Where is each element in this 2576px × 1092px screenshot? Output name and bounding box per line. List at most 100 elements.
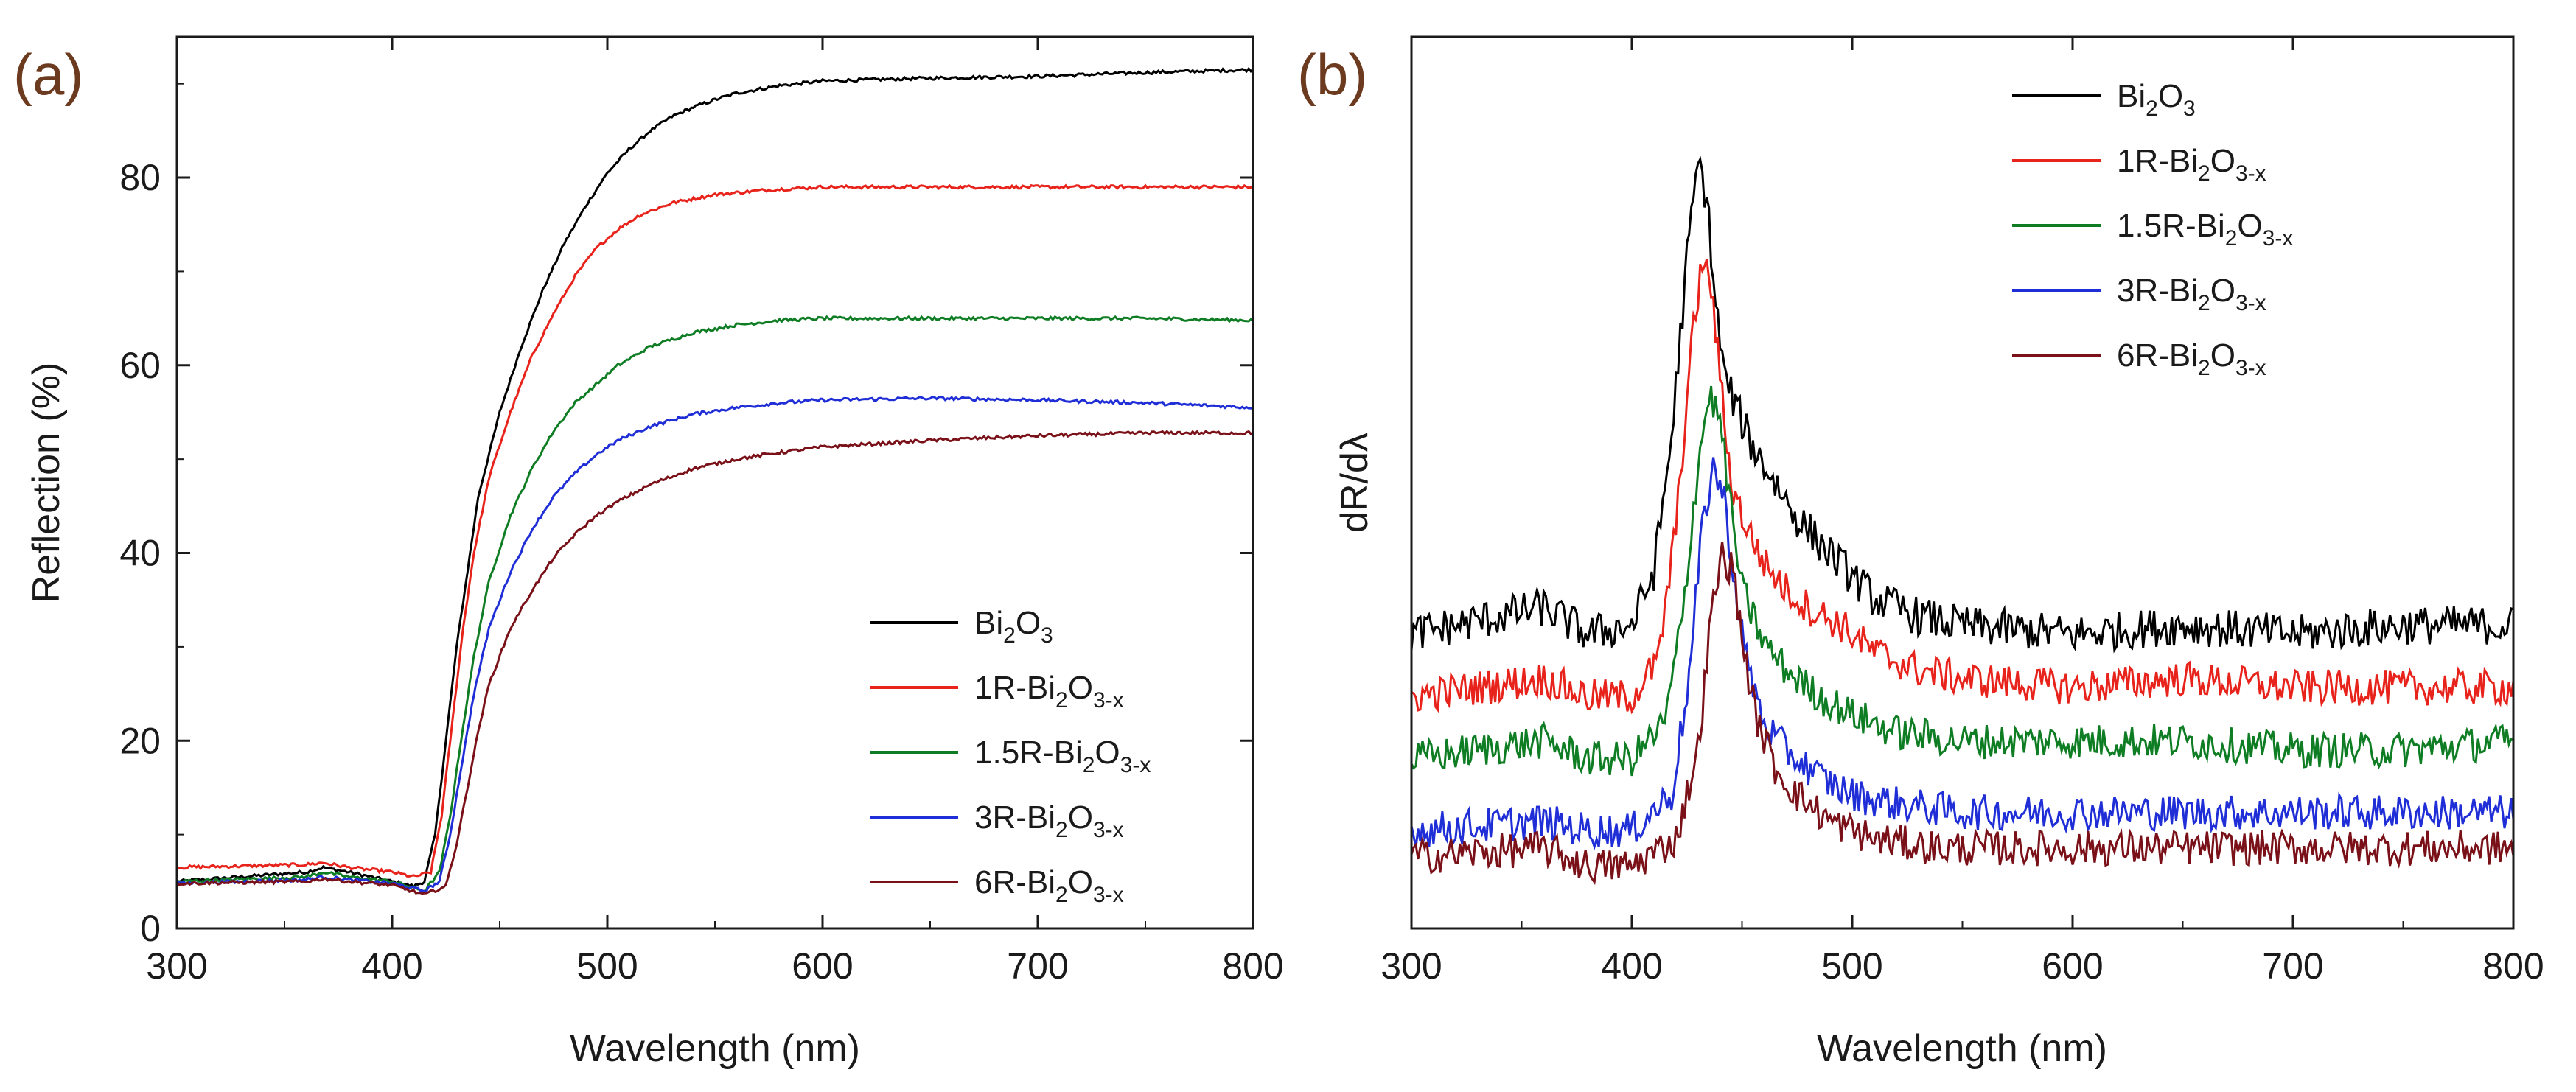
x-tick-label: 300 bbox=[1381, 945, 1442, 987]
panel-label-b: (b) bbox=[1297, 42, 1367, 107]
x-axis-title: Wavelength (nm) bbox=[1817, 1027, 2107, 1070]
x-tick-label: 300 bbox=[146, 945, 207, 987]
legend-item: 6R-Bi2O3-x bbox=[870, 864, 1124, 907]
axis-ticks: 300 400 500 600 700 800 0 20 40 60 80 bbox=[119, 37, 1284, 987]
y-tick-label: 20 bbox=[119, 720, 161, 761]
legend-label-subscript: 2 bbox=[1055, 883, 1068, 907]
legend-label: 1R-Bi2O3-x bbox=[974, 670, 1124, 713]
legend-label-subscript: 3-x bbox=[1120, 753, 1151, 777]
legend-item: Bi2O3 bbox=[2012, 78, 2196, 121]
legend-label: Bi2O3 bbox=[974, 605, 1053, 648]
legend-label-subscript: 2 bbox=[1003, 623, 1016, 648]
x-tick-label: 600 bbox=[2042, 945, 2103, 987]
legend-item: 1.5R-Bi2O3-x bbox=[2012, 208, 2293, 251]
panel-label-a: (a) bbox=[13, 42, 83, 107]
x-tick-label: 700 bbox=[2262, 945, 2323, 987]
y-tick-label: 0 bbox=[140, 908, 161, 949]
plot-frame bbox=[1410, 35, 2515, 930]
x-tick-label: 400 bbox=[361, 945, 422, 987]
legend-label-subscript: 3-x bbox=[2235, 291, 2266, 315]
legend-label-text: O bbox=[2210, 337, 2235, 374]
legend-item: 6R-Bi2O3-x bbox=[2012, 337, 2266, 380]
legend-label-text: 1.5R-Bi bbox=[974, 735, 1083, 771]
x-tick-label: 500 bbox=[1821, 945, 1882, 987]
legend-label-text: O bbox=[1095, 735, 1120, 771]
y-tick-label: 40 bbox=[119, 533, 161, 574]
legend-label-subscript: 2 bbox=[1055, 688, 1068, 713]
x-tick-label: 600 bbox=[792, 945, 853, 987]
legend-label: 3R-Bi2O3-x bbox=[2117, 273, 2266, 315]
legend-label-subscript: 3-x bbox=[1093, 883, 1124, 907]
x-axis-title: Wavelength (nm) bbox=[570, 1027, 860, 1070]
legend-label-text: 1R-Bi bbox=[974, 670, 1055, 706]
series-line-1 bbox=[176, 66, 1254, 889]
legend-label-subscript: 2 bbox=[2198, 161, 2210, 186]
legend-label-text: O bbox=[2210, 273, 2235, 309]
legend-label-subscript: 3-x bbox=[2235, 356, 2266, 380]
legend-label-subscript: 3-x bbox=[2263, 226, 2294, 251]
legend-label: 6R-Bi2O3-x bbox=[2117, 337, 2266, 380]
series-line-5 bbox=[175, 430, 1254, 895]
legend-label-subscript: 3-x bbox=[1093, 818, 1124, 842]
series-lines bbox=[175, 66, 1254, 895]
legend-label: 1R-Bi2O3-x bbox=[2117, 143, 2266, 186]
legend-label-text: Bi bbox=[974, 605, 1003, 641]
panel-b: (b) 300 400 500 600 700 800 Wavelength (nm) d… bbox=[1297, 35, 2544, 1070]
legend-label-text: 1R-Bi bbox=[2117, 143, 2198, 179]
series-line-5 bbox=[1410, 542, 2515, 886]
legend-label-subscript: 3 bbox=[1041, 623, 1053, 648]
series-line-2 bbox=[176, 183, 1254, 878]
legend-label-subscript: 2 bbox=[2146, 97, 2158, 121]
series-line-3 bbox=[176, 315, 1254, 893]
series-line-3 bbox=[1410, 385, 2514, 777]
series-line-4 bbox=[176, 396, 1254, 893]
legend-label: 6R-Bi2O3-x bbox=[974, 864, 1124, 907]
legend-label: 1.5R-Bi2O3-x bbox=[974, 735, 1151, 777]
legend-label-subscript: 2 bbox=[1055, 818, 1068, 842]
legend-label-subscript: 3-x bbox=[1093, 688, 1124, 713]
series-line-2 bbox=[1411, 259, 2515, 715]
legend-label-text: 3R-Bi bbox=[974, 799, 1055, 836]
axis-ticks: 300 400 500 600 700 800 bbox=[1381, 37, 2544, 987]
legend-label-text: 6R-Bi bbox=[2117, 337, 2198, 374]
legend-label-subscript: 2 bbox=[2225, 226, 2238, 251]
legend-label-text: 6R-Bi bbox=[974, 864, 1055, 900]
series-line-4 bbox=[1410, 457, 2515, 850]
legend-label-text: Bi bbox=[2117, 78, 2146, 114]
legend-label: 1.5R-Bi2O3-x bbox=[2117, 208, 2293, 251]
y-tick-label: 80 bbox=[119, 157, 161, 198]
y-tick-label: 60 bbox=[119, 345, 161, 386]
x-tick-label: 500 bbox=[576, 945, 638, 987]
legend-label-subscript: 2 bbox=[1083, 753, 1095, 777]
legend-item: 3R-Bi2O3-x bbox=[870, 799, 1124, 842]
legend-label: 3R-Bi2O3-x bbox=[974, 799, 1124, 842]
x-tick-label: 700 bbox=[1007, 945, 1068, 987]
legend-label-text: O bbox=[2237, 208, 2262, 244]
panel-a: (a) 300 400 500 600 700 800 0 20 40 60 80 Waveleng… bbox=[13, 35, 1284, 1070]
y-axis-title: dR/dλ bbox=[1333, 433, 1376, 533]
y-axis-title: Reflection (%) bbox=[25, 363, 68, 603]
legend-item: 1.5R-Bi2O3-x bbox=[870, 735, 1151, 777]
x-tick-label: 800 bbox=[1222, 945, 1283, 987]
x-tick-label: 800 bbox=[2482, 945, 2544, 987]
series-line-1 bbox=[1410, 155, 2514, 654]
legend-item: Bi2O3 bbox=[870, 605, 1053, 648]
legend-label-text: O bbox=[2210, 143, 2235, 179]
legend: Bi2O31R-Bi2O3-x1.5R-Bi2O3-x3R-Bi2O3-x6R-… bbox=[2012, 78, 2293, 380]
legend-label-subscript: 3 bbox=[2183, 97, 2196, 121]
legend-label-subscript: 2 bbox=[2198, 291, 2210, 315]
legend-item: 3R-Bi2O3-x bbox=[2012, 273, 2266, 315]
series-lines bbox=[1410, 155, 2515, 886]
legend-label-text: O bbox=[1068, 799, 1093, 836]
legend-label-subscript: 3-x bbox=[2235, 161, 2266, 186]
legend-label-text: O bbox=[1068, 864, 1093, 900]
legend-label-text: O bbox=[2158, 78, 2183, 114]
legend-label-text: O bbox=[1016, 605, 1041, 641]
legend-item: 1R-Bi2O3-x bbox=[2012, 143, 2266, 186]
plot-frame bbox=[175, 35, 1254, 930]
legend-label: Bi2O3 bbox=[2117, 78, 2196, 121]
legend-item: 1R-Bi2O3-x bbox=[870, 670, 1124, 713]
x-tick-label: 400 bbox=[1601, 945, 1662, 987]
legend-label-text: O bbox=[1068, 670, 1093, 706]
